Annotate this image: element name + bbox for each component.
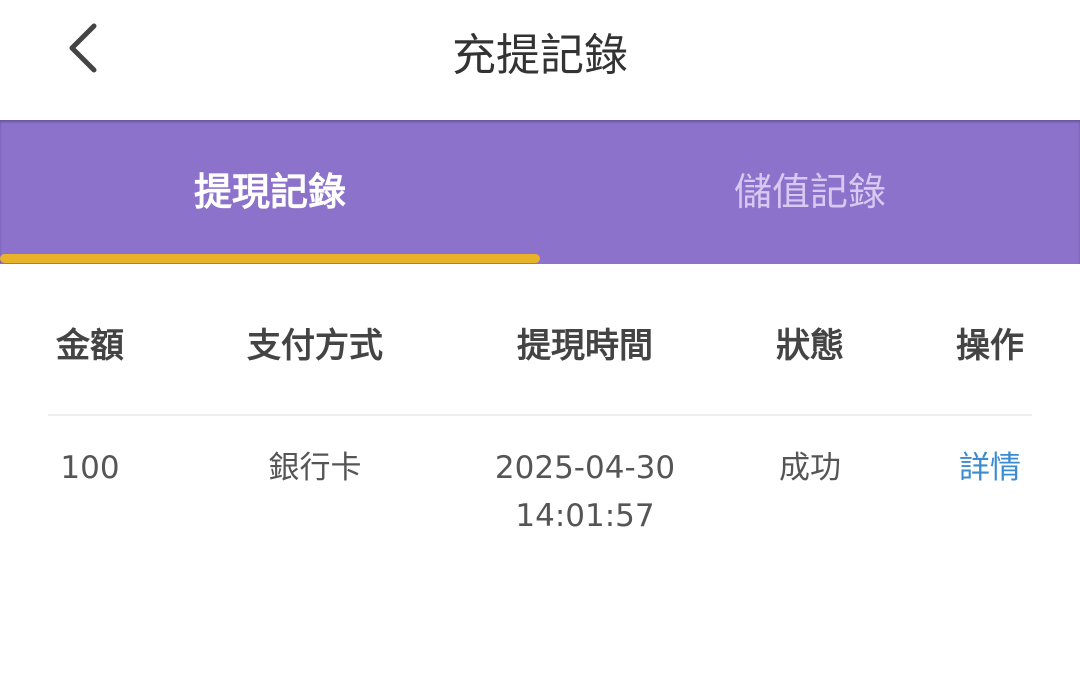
column-status: 狀態 — [776, 326, 844, 366]
tab-bar: 提現記錄 儲值記錄 — [0, 120, 1080, 264]
active-tab-indicator — [0, 254, 540, 263]
method-cell: 銀行卡 — [268, 450, 362, 486]
date-text: 2025-04-30 — [494, 450, 676, 486]
column-payment-method: 支付方式 — [247, 326, 383, 366]
divider — [48, 414, 1032, 416]
table-header: 金額 支付方式 提現時間 狀態 操作 — [0, 318, 1080, 366]
column-action: 操作 — [956, 326, 1024, 366]
back-button[interactable] — [60, 22, 110, 78]
chevron-left-icon — [69, 23, 97, 73]
header: 充提記錄 — [0, 0, 1080, 120]
amount-cell: 100 — [60, 450, 120, 486]
time-cell: 2025-04-30 14:01:57 — [495, 444, 675, 540]
tab-deposit-records[interactable]: 儲值記錄 — [733, 169, 886, 214]
time-text: 14:01:57 — [515, 498, 655, 534]
column-withdrawal-time: 提現時間 — [517, 326, 653, 366]
tab-withdrawal-records[interactable]: 提現記錄 — [193, 169, 346, 214]
page-title: 充提記錄 — [452, 30, 628, 81]
status-cell: 成功 — [779, 450, 841, 486]
column-amount: 金額 — [56, 326, 124, 366]
details-link[interactable]: 詳情 — [959, 450, 1021, 486]
